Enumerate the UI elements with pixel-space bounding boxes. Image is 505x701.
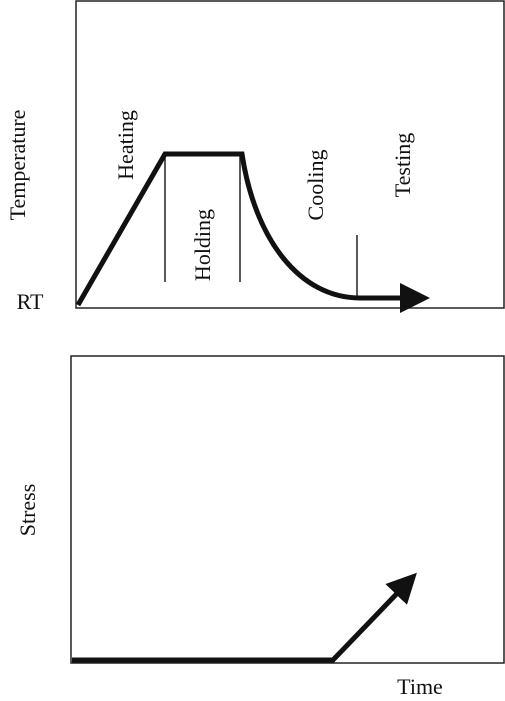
- stage-label: Heating: [113, 110, 138, 180]
- stress-label: Stress: [15, 484, 40, 537]
- rt-label: RT: [17, 289, 44, 314]
- stage-label: Testing: [390, 133, 415, 197]
- temperature-label: Temperature: [5, 110, 30, 221]
- time-label: Time: [397, 674, 443, 699]
- stage-label: Holding: [190, 209, 215, 281]
- temperature-profile: [75, 151, 430, 313]
- stress-profile: [72, 572, 417, 663]
- stage-label: Cooling: [303, 150, 328, 221]
- temperature-frame: [75, 0, 505, 309]
- stress-frame: [70, 355, 505, 664]
